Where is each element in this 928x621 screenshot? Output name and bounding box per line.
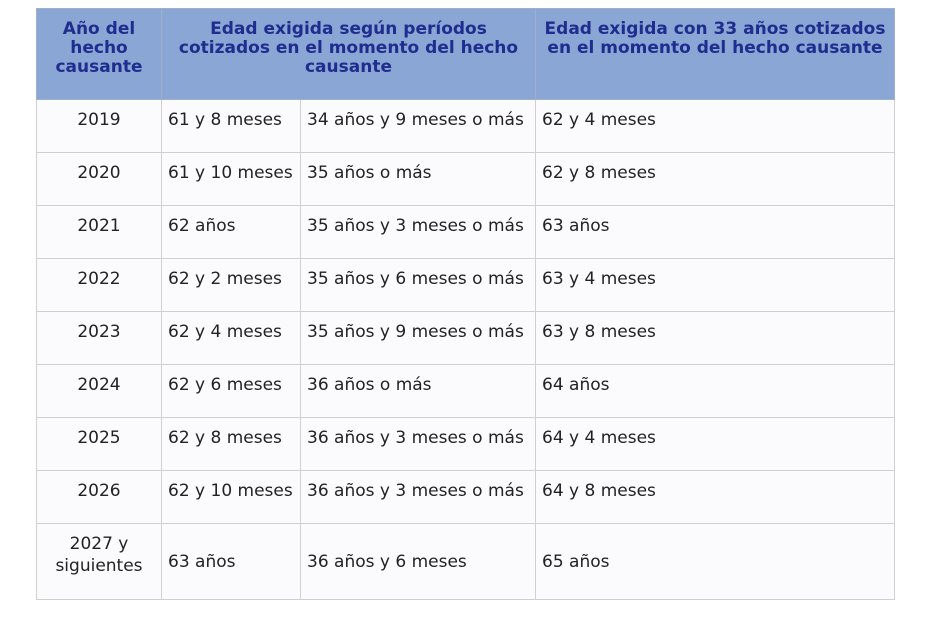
cell-year: 2021 xyxy=(36,205,162,259)
cell-year: 2019 xyxy=(36,99,162,153)
cell-age: 62 y 10 meses xyxy=(161,470,301,524)
cell-period: 36 años o más xyxy=(300,364,536,418)
cell-age: 62 y 6 meses xyxy=(161,364,301,418)
table-row: 2021 62 años 35 años y 3 meses o más 63 … xyxy=(36,205,895,259)
cell-age: 61 y 10 meses xyxy=(161,152,301,206)
header-age-by-period: Edad exigida según períodos cotizados en… xyxy=(161,8,536,100)
cell-year: 2027 y siguientes xyxy=(36,523,162,600)
table-row: 2020 61 y 10 meses 35 años o más 62 y 8 … xyxy=(36,152,895,206)
table-row: 2023 62 y 4 meses 35 años y 9 meses o má… xyxy=(36,311,895,365)
cell-period: 35 años y 9 meses o más xyxy=(300,311,536,365)
retirement-age-table-container: Año del hecho causante Edad exigida segú… xyxy=(36,8,895,600)
cell-age-33: 63 y 8 meses xyxy=(535,311,895,365)
header-age-with-33-years: Edad exigida con 33 años cotizados en el… xyxy=(535,8,895,100)
cell-age-33: 64 y 8 meses xyxy=(535,470,895,524)
cell-age-33: 63 y 4 meses xyxy=(535,258,895,312)
cell-year: 2020 xyxy=(36,152,162,206)
cell-period: 34 años y 9 meses o más xyxy=(300,99,536,153)
cell-age: 63 años xyxy=(161,523,301,600)
cell-year: 2022 xyxy=(36,258,162,312)
table-row: 2027 y siguientes 63 años 36 años y 6 me… xyxy=(36,523,895,600)
table-header-row: Año del hecho causante Edad exigida segú… xyxy=(36,8,895,100)
cell-period: 35 años y 3 meses o más xyxy=(300,205,536,259)
cell-age-33: 64 años xyxy=(535,364,895,418)
cell-age: 62 y 8 meses xyxy=(161,417,301,471)
table-row: 2022 62 y 2 meses 35 años y 6 meses o má… xyxy=(36,258,895,312)
cell-year: 2024 xyxy=(36,364,162,418)
header-year: Año del hecho causante xyxy=(36,8,162,100)
cell-age-33: 62 y 4 meses xyxy=(535,99,895,153)
cell-period: 36 años y 3 meses o más xyxy=(300,417,536,471)
cell-period: 36 años y 6 meses xyxy=(300,523,536,600)
table-row: 2026 62 y 10 meses 36 años y 3 meses o m… xyxy=(36,470,895,524)
cell-age: 62 y 4 meses xyxy=(161,311,301,365)
cell-period: 35 años o más xyxy=(300,152,536,206)
cell-age: 61 y 8 meses xyxy=(161,99,301,153)
table-row: 2019 61 y 8 meses 34 años y 9 meses o má… xyxy=(36,99,895,153)
cell-age-33: 64 y 4 meses xyxy=(535,417,895,471)
retirement-age-table: Año del hecho causante Edad exigida segú… xyxy=(36,8,895,600)
cell-age: 62 y 2 meses xyxy=(161,258,301,312)
cell-age-33: 63 años xyxy=(535,205,895,259)
cell-age: 62 años xyxy=(161,205,301,259)
cell-period: 36 años y 3 meses o más xyxy=(300,470,536,524)
cell-year: 2025 xyxy=(36,417,162,471)
cell-year: 2026 xyxy=(36,470,162,524)
cell-year: 2023 xyxy=(36,311,162,365)
cell-age-33: 65 años xyxy=(535,523,895,600)
table-row: 2025 62 y 8 meses 36 años y 3 meses o má… xyxy=(36,417,895,471)
cell-age-33: 62 y 8 meses xyxy=(535,152,895,206)
cell-period: 35 años y 6 meses o más xyxy=(300,258,536,312)
table-row: 2024 62 y 6 meses 36 años o más 64 años xyxy=(36,364,895,418)
